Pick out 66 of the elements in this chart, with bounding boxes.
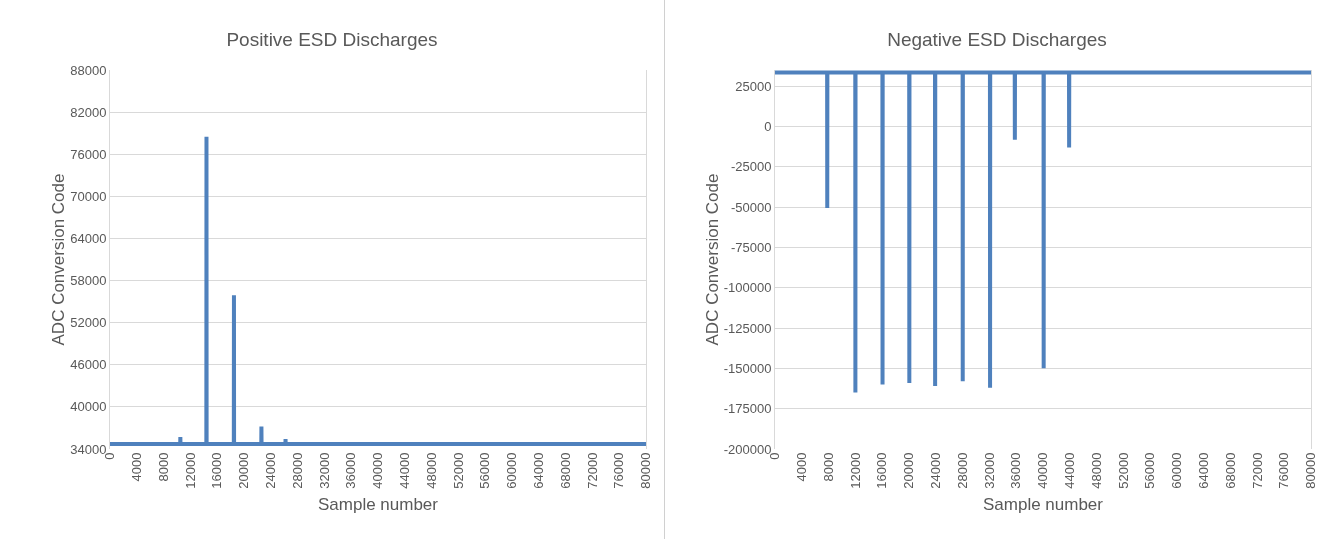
y-tick-label: 76000 — [70, 146, 107, 162]
x-tick-label: 12000 — [182, 452, 198, 489]
x-tick-label: 68000 — [557, 452, 573, 489]
x-tick-label: 12000 — [847, 452, 863, 489]
y-tick-label: -50000 — [730, 199, 772, 215]
chart-title: Positive ESD Discharges — [226, 28, 438, 50]
x-tick-label: 28000 — [289, 452, 305, 489]
x-tick-label: 80000 — [1303, 452, 1319, 489]
y-tick-label: -75000 — [730, 239, 772, 255]
x-tick-label: 60000 — [1169, 452, 1185, 489]
x-tick-label: 48000 — [423, 452, 439, 489]
x-tick-label: 56000 — [1142, 452, 1158, 489]
chart-title: Negative ESD Discharges — [887, 28, 1107, 50]
y-tick-label: 70000 — [70, 188, 107, 204]
y-tick-label: -175000 — [723, 401, 772, 417]
x-tick-label: 64000 — [531, 452, 547, 489]
x-tick-label: 60000 — [504, 452, 520, 489]
y-tick-label: 82000 — [70, 104, 107, 120]
y-tick-label: 64000 — [70, 230, 107, 246]
x-tick-label: 36000 — [343, 452, 359, 489]
x-tick-label: 4000 — [794, 452, 810, 482]
y-tick-label: -100000 — [723, 280, 772, 296]
x-tick-label: 24000 — [263, 452, 279, 489]
y-tick-label: -125000 — [723, 320, 772, 336]
y-tick-label: 0 — [764, 119, 772, 134]
y-tick-label: 25000 — [735, 78, 772, 94]
x-tick-label: 52000 — [1115, 452, 1131, 489]
y-tick-label: 88000 — [70, 62, 107, 78]
y-tick-label: -25000 — [730, 159, 772, 175]
line-series — [110, 134, 646, 447]
x-tick-label: 32000 — [981, 452, 997, 489]
y-tick-label: 58000 — [70, 273, 107, 289]
x-tick-label: 44000 — [1062, 452, 1078, 489]
x-tick-label: 16000 — [874, 452, 890, 489]
x-tick-label: 40000 — [1035, 452, 1051, 489]
x-tick-label: 8000 — [155, 452, 171, 482]
y-tick-label: 52000 — [70, 315, 107, 331]
x-tick-label: 72000 — [1249, 452, 1265, 489]
x-tick-label: 80000 — [638, 452, 654, 489]
x-tick-label: 32000 — [316, 452, 332, 489]
x-tick-label: 76000 — [611, 452, 627, 489]
x-tick-label: 52000 — [450, 452, 466, 489]
x-tick-label: 24000 — [928, 452, 944, 489]
x-tick-label: 44000 — [397, 452, 413, 489]
y-tick-label: 40000 — [70, 399, 107, 415]
x-tick-label: 20000 — [236, 452, 252, 489]
y-axis-title: ADC Conversion Code — [702, 173, 722, 346]
x-tick-label: 28000 — [954, 452, 970, 489]
line-series — [775, 70, 1311, 395]
x-axis-title: Sample number — [317, 495, 439, 514]
x-tick-label: 40000 — [370, 452, 386, 489]
x-tick-label: 72000 — [584, 452, 600, 489]
x-tick-label: 56000 — [477, 452, 493, 489]
y-tick-label: -150000 — [723, 360, 772, 376]
x-tick-label: 36000 — [1008, 452, 1024, 489]
x-axis-title: Sample number — [982, 495, 1104, 514]
x-tick-label: 4000 — [129, 452, 145, 482]
x-tick-label: 16000 — [209, 452, 225, 489]
y-axis-title: ADC Conversion Code — [49, 173, 69, 346]
x-tick-label: 8000 — [820, 452, 836, 482]
y-tick-label: 46000 — [70, 357, 107, 373]
x-tick-label: 76000 — [1276, 452, 1292, 489]
x-tick-label: 64000 — [1196, 452, 1212, 489]
x-tick-label: 68000 — [1222, 452, 1238, 489]
x-tick-label: 48000 — [1088, 452, 1104, 489]
x-tick-label: 20000 — [901, 452, 917, 489]
